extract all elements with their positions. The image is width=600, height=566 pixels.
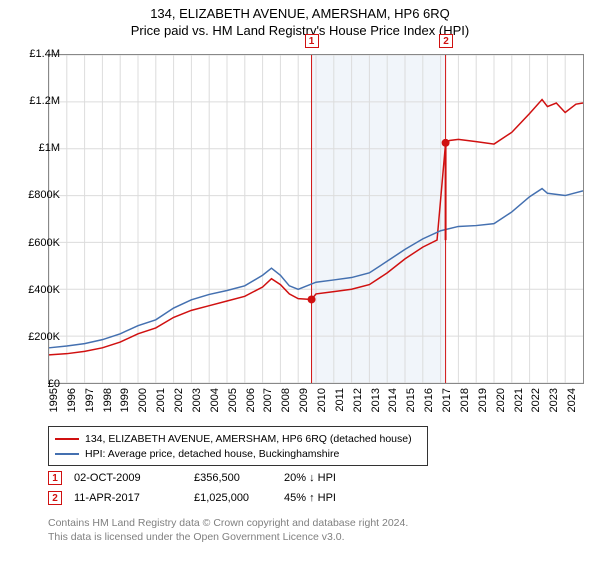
legend-label-property: 134, ELIZABETH AVENUE, AMERSHAM, HP6 6RQ…	[85, 433, 412, 445]
x-tick-label: 2008	[280, 388, 292, 416]
x-tick-label: 2006	[245, 388, 257, 416]
x-tick-label: 2001	[155, 388, 167, 416]
x-tick-label: 2023	[548, 388, 560, 416]
x-tick-label: 2013	[370, 388, 382, 416]
x-tick-label: 2022	[530, 388, 542, 416]
x-tick-label: 2017	[441, 388, 453, 416]
transaction-price-1: £356,500	[194, 472, 284, 484]
transaction-price-2: £1,025,000	[194, 492, 284, 504]
transaction-date-2: 11-APR-2017	[74, 492, 194, 504]
legend: 134, ELIZABETH AVENUE, AMERSHAM, HP6 6RQ…	[48, 426, 428, 466]
legend-item-property: 134, ELIZABETH AVENUE, AMERSHAM, HP6 6RQ…	[55, 431, 421, 446]
chart-subtitle: Price paid vs. HM Land Registry's House …	[0, 23, 600, 38]
y-tick-label: £200K	[28, 331, 60, 343]
chart-svg	[49, 55, 583, 383]
y-tick-label: £600K	[28, 237, 60, 249]
x-tick-label: 2002	[173, 388, 185, 416]
x-tick-label: 2010	[316, 388, 328, 416]
x-tick-label: 2020	[495, 388, 507, 416]
transaction-table: 1 02-OCT-2009 £356,500 20% ↓ HPI 2 11-AP…	[48, 468, 374, 508]
x-tick-label: 2011	[334, 388, 346, 416]
transaction-marker-1: 1	[48, 471, 62, 485]
x-tick-label: 1996	[66, 388, 78, 416]
x-tick-label: 2007	[262, 388, 274, 416]
legend-item-hpi: HPI: Average price, detached house, Buck…	[55, 446, 421, 461]
x-tick-label: 2012	[352, 388, 364, 416]
chart-title: 134, ELIZABETH AVENUE, AMERSHAM, HP6 6RQ	[0, 6, 600, 21]
x-tick-label: 2000	[137, 388, 149, 416]
x-tick-label: 2024	[566, 388, 578, 416]
x-tick-label: 2015	[405, 388, 417, 416]
transaction-pct-1: 20% ↓ HPI	[284, 472, 374, 484]
transaction-marker-icon: 2	[439, 34, 453, 48]
legend-label-hpi: HPI: Average price, detached house, Buck…	[85, 448, 339, 460]
y-tick-label: £800K	[28, 189, 60, 201]
legend-swatch-property	[55, 438, 79, 440]
title-block: 134, ELIZABETH AVENUE, AMERSHAM, HP6 6RQ…	[0, 6, 600, 38]
x-tick-label: 2021	[513, 388, 525, 416]
x-tick-label: 2004	[209, 388, 221, 416]
footer-line1: Contains HM Land Registry data © Crown c…	[48, 516, 408, 530]
x-tick-label: 2019	[477, 388, 489, 416]
x-tick-label: 2014	[387, 388, 399, 416]
x-tick-label: 2018	[459, 388, 471, 416]
transaction-row-2: 2 11-APR-2017 £1,025,000 45% ↑ HPI	[48, 488, 374, 508]
x-tick-label: 1995	[48, 388, 60, 416]
x-tick-label: 2009	[298, 388, 310, 416]
x-tick-label: 2005	[227, 388, 239, 416]
transaction-marker-icon: 1	[305, 34, 319, 48]
y-tick-label: £1.4M	[29, 48, 60, 60]
footer-attribution: Contains HM Land Registry data © Crown c…	[48, 516, 408, 544]
x-tick-label: 1999	[119, 388, 131, 416]
transaction-pct-2: 45% ↑ HPI	[284, 492, 374, 504]
x-tick-label: 2003	[191, 388, 203, 416]
x-tick-label: 1997	[84, 388, 96, 416]
y-tick-label: £1M	[39, 142, 60, 154]
x-tick-label: 1998	[102, 388, 114, 416]
chart-container: 134, ELIZABETH AVENUE, AMERSHAM, HP6 6RQ…	[0, 6, 600, 566]
footer-line2: This data is licensed under the Open Gov…	[48, 530, 408, 544]
y-tick-label: £400K	[28, 284, 60, 296]
y-tick-label: £1.2M	[29, 95, 60, 107]
transaction-date-1: 02-OCT-2009	[74, 472, 194, 484]
transaction-row-1: 1 02-OCT-2009 £356,500 20% ↓ HPI	[48, 468, 374, 488]
legend-swatch-hpi	[55, 453, 79, 455]
transaction-marker-2: 2	[48, 491, 62, 505]
x-tick-label: 2016	[423, 388, 435, 416]
plot-area	[48, 54, 584, 384]
